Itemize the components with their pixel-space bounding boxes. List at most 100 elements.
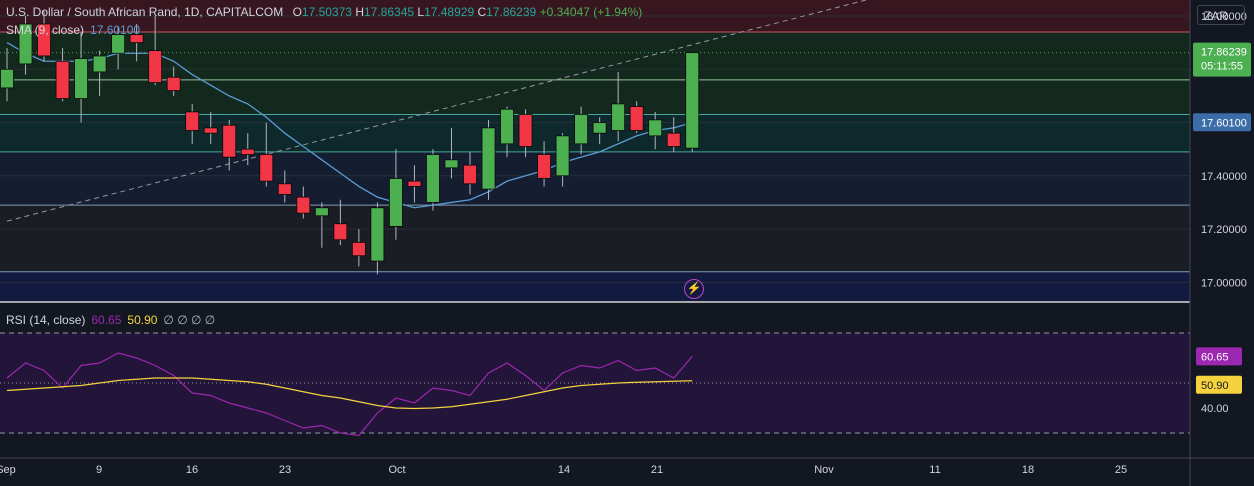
countdown-label: 05:11:55 [1201, 61, 1243, 73]
high-label: H [355, 5, 364, 19]
candle-body-9 [166, 76, 181, 91]
time-tick-4: Oct [388, 464, 405, 476]
close-label: C [477, 5, 487, 19]
candle-body-36 [666, 132, 681, 147]
rsi-pane [0, 301, 1190, 437]
candle-body-24 [444, 159, 459, 169]
sma-legend-value: 17.60100 [90, 23, 141, 37]
time-tick-2: 16 [186, 464, 198, 476]
candle-28 [518, 109, 533, 158]
candle-14 [259, 122, 274, 187]
candle-body-25 [463, 164, 477, 185]
time-tick-9: 18 [1022, 464, 1034, 476]
zone-band-4 [0, 205, 1190, 272]
candle-body-37 [685, 52, 700, 149]
candle-body-20 [370, 207, 385, 262]
price-tick-3: 17.40000 [1201, 171, 1247, 183]
last-price-badge [1193, 42, 1251, 77]
trend-line [6, 0, 869, 222]
rsi-legend[interactable]: RSI (14, close) 60.65 50.90 ∅ ∅ ∅ ∅ [6, 313, 215, 327]
candle-36 [666, 117, 681, 152]
candle-body-21 [389, 178, 403, 227]
candle-33 [611, 71, 626, 142]
time-tick-8: 11 [929, 464, 940, 476]
price-axis-bg [1190, 0, 1254, 486]
candle-34 [629, 101, 644, 134]
candle-15 [277, 170, 292, 203]
time-tick-7: Nov [814, 464, 834, 476]
candle-body-22 [407, 180, 422, 187]
candle-17 [314, 202, 329, 248]
candle-body-4 [74, 58, 88, 99]
symbol-header: U.S. Dollar / South African Rand, 1D, CA… [6, 5, 642, 19]
candle-30 [555, 133, 570, 187]
symbol-name: U.S. Dollar / South African Rand, 1D, CA… [6, 5, 284, 19]
time-tick-5: 14 [558, 464, 570, 476]
close-value: 17.86239 [486, 5, 537, 19]
currency-button[interactable]: ZAR [1197, 5, 1245, 25]
rsi-legend-label: RSI (14, close) [6, 313, 86, 327]
rsi-value-label: 60.65 [1201, 351, 1229, 363]
candle-7 [129, 23, 144, 62]
candle-2 [37, 10, 51, 62]
candle-37 [685, 52, 700, 153]
candle-11 [203, 111, 218, 144]
rsi-tick-0: 40.00 [1201, 403, 1229, 415]
candle-body-35 [648, 119, 663, 137]
time-tick-0: Sep [0, 464, 16, 476]
candle-body-1 [18, 23, 33, 65]
lightning-icon[interactable]: ⚡ [684, 279, 704, 299]
candle-22 [407, 165, 422, 203]
candle-body-17 [314, 207, 329, 217]
rsi-line [6, 352, 693, 437]
horizontal-lines [0, 0, 1190, 273]
candle-body-6 [111, 34, 126, 54]
candle-27 [500, 106, 514, 158]
candle-body-19 [351, 241, 366, 257]
time-tick-6: 21 [651, 464, 663, 476]
candle-body-12 [222, 124, 237, 158]
candle-body-7 [129, 34, 144, 44]
sma-legend[interactable]: SMA (9, close) 17.60100 [6, 23, 140, 37]
candle-body-27 [500, 108, 514, 145]
open-label: O [292, 5, 302, 19]
candle-body-11 [203, 127, 218, 134]
time-tick-10: 25 [1115, 464, 1127, 476]
candle-12 [222, 119, 237, 171]
candle-body-2 [37, 23, 51, 57]
zone-band-3 [0, 151, 1190, 206]
candle-body-30 [555, 135, 570, 177]
candle-20 [370, 202, 385, 275]
low-value: 17.48929 [424, 5, 475, 19]
candle-5 [92, 50, 107, 96]
candle-body-5 [92, 55, 107, 73]
candle-body-33 [611, 103, 626, 131]
candle-24 [444, 127, 459, 179]
rsi-ma-label: 50.90 [1201, 380, 1229, 392]
candle-body-10 [185, 111, 200, 131]
candle-26 [481, 119, 496, 200]
candle-body-14 [259, 154, 274, 182]
high-value: 17.86345 [363, 5, 415, 19]
candle-body-8 [148, 50, 163, 83]
candle-16 [296, 186, 311, 219]
candle-1 [18, 15, 33, 75]
candle-body-0 [0, 68, 14, 89]
price-tick-4: 17.20000 [1201, 224, 1247, 236]
zone-band-1 [0, 31, 1190, 115]
rsi-band [0, 333, 1190, 433]
candles [0, 10, 700, 275]
open-value: 17.50373 [301, 5, 352, 19]
sma-price-label: 17.60100 [1201, 117, 1247, 129]
candle-31 [574, 106, 589, 155]
candle-29 [537, 141, 551, 187]
candle-10 [185, 103, 200, 144]
candle-body-31 [574, 114, 589, 145]
candle-body-3 [55, 60, 70, 99]
candle-8 [148, 15, 163, 86]
rsi-legend-value: 60.65 [91, 313, 122, 327]
candle-32 [592, 117, 607, 144]
